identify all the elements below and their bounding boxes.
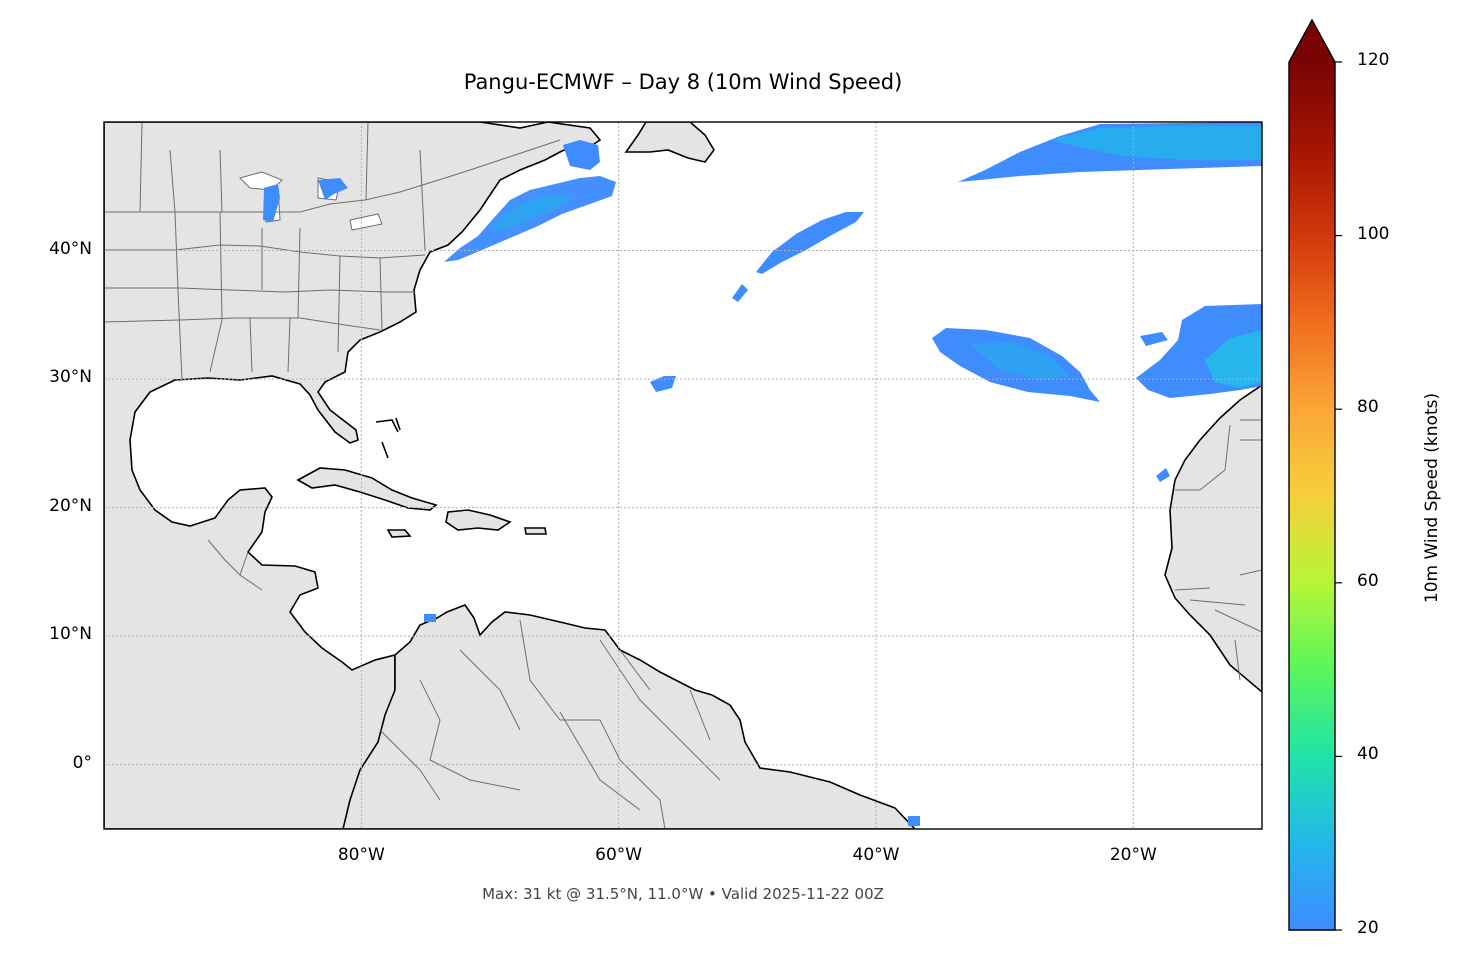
political-borders — [104, 122, 1262, 829]
map-frame — [103, 121, 1263, 830]
lon-tick-label: 40°W — [852, 845, 900, 865]
lat-tick-label: 10°N — [49, 624, 92, 645]
land-cuba — [296, 467, 438, 511]
wind-field-lake-michigan — [263, 184, 280, 222]
graticule — [104, 122, 1262, 829]
land-newfoundland — [624, 122, 715, 163]
land-south-america — [342, 604, 917, 829]
wind-field-caribbean-dot — [424, 614, 436, 622]
land-jamaica — [386, 529, 412, 538]
wind-field-cape-verde-dot — [1156, 468, 1170, 482]
lon-tick-label: 80°W — [337, 845, 385, 865]
colorbar-tick-label: 80 — [1357, 397, 1379, 418]
land-hispaniola — [445, 509, 512, 531]
lat-tick-label: 20°N — [49, 495, 92, 516]
wind-field-small-patch-east — [1140, 332, 1168, 346]
colorbar-tick-label: 40 — [1357, 744, 1379, 765]
wind-field-small-streak — [732, 284, 748, 302]
colorbar-outline — [1288, 18, 1336, 931]
colorbar-tick-label: 120 — [1357, 50, 1390, 70]
colorbar-tick-label: 100 — [1357, 223, 1390, 244]
land-africa — [1164, 384, 1262, 694]
wind-field-azores-west-core — [970, 342, 1070, 380]
wind-field-canaries-core — [1205, 330, 1262, 388]
wind-field-nova-scotia-core — [490, 194, 575, 230]
max-wind-footer: Max: 31 kt @ 31.5°N, 11.0°W • Valid 2025… — [482, 885, 884, 903]
map-title: Pangu-ECMWF – Day 8 (10m Wind Speed) — [463, 70, 903, 94]
wind-speed-shading — [263, 122, 1262, 826]
colorbar-extend-arrow — [1289, 20, 1335, 62]
wind-field-bermuda-patch — [650, 376, 676, 392]
wind-field-north-atlantic-core — [1050, 126, 1262, 160]
wind-field-lake-huron — [318, 178, 348, 200]
colorbar-title: 10m Wind Speed (knots) — [1422, 392, 1442, 604]
colorbar-tick-label: 20 — [1357, 918, 1379, 938]
colorbar-ticks — [1335, 61, 1342, 931]
lat-tick-label: 40°N — [49, 238, 92, 259]
lon-tick-label: 20°W — [1109, 845, 1157, 865]
land-puerto-rico — [524, 527, 547, 535]
colorbar-gradient — [1289, 62, 1335, 930]
land-bahamas — [375, 417, 401, 459]
lon-tick-label: 60°W — [595, 845, 643, 865]
land-north-america — [104, 122, 602, 829]
lat-tick-label: 0° — [72, 752, 92, 773]
colorbar-tick-label: 60 — [1357, 570, 1379, 591]
wind-field-mid-atlantic-streak — [756, 212, 864, 274]
wind-field-brazil-dot — [908, 816, 920, 826]
lat-tick-label: 30°N — [49, 367, 92, 388]
colorbar — [1288, 18, 1342, 931]
wind-field-gulf-st-lawrence — [563, 140, 600, 170]
